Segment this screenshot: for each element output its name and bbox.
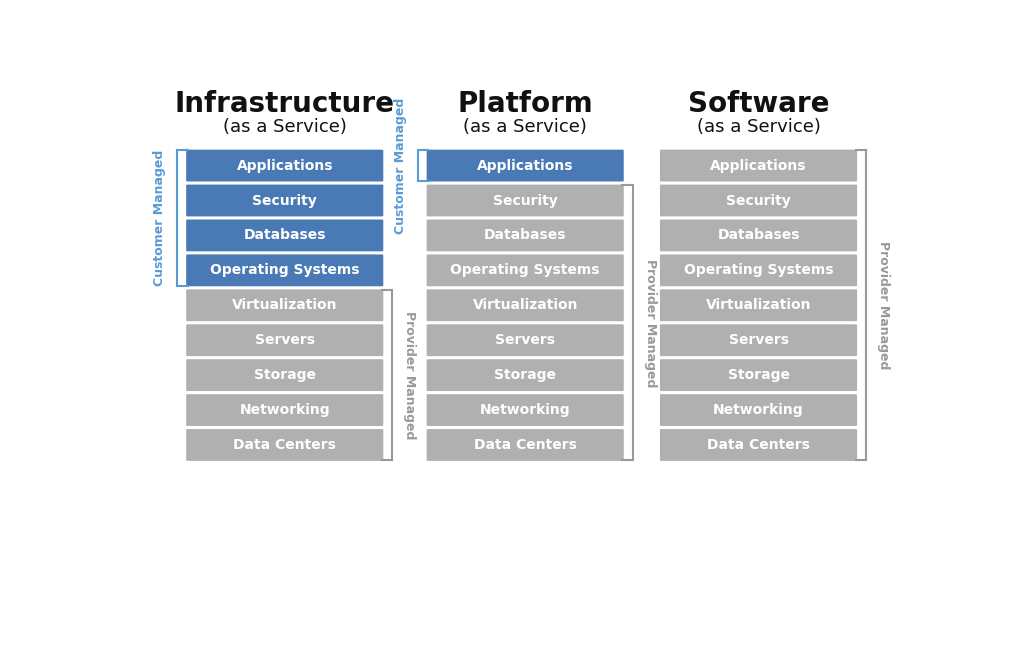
Text: Platform: Platform (458, 90, 593, 118)
Text: Software: Software (688, 90, 829, 118)
FancyBboxPatch shape (185, 218, 384, 253)
Text: Databases: Databases (717, 229, 800, 242)
Text: Security: Security (252, 194, 317, 207)
FancyBboxPatch shape (185, 428, 384, 462)
Text: Networking: Networking (240, 403, 330, 417)
Text: Operating Systems: Operating Systems (210, 263, 359, 277)
FancyBboxPatch shape (426, 183, 625, 218)
FancyBboxPatch shape (185, 253, 384, 287)
FancyBboxPatch shape (185, 148, 384, 183)
Text: (as a Service): (as a Service) (223, 118, 347, 135)
FancyBboxPatch shape (185, 358, 384, 392)
Text: Applications: Applications (711, 159, 807, 172)
Text: Provider Managed: Provider Managed (877, 241, 890, 369)
FancyBboxPatch shape (185, 183, 384, 218)
Text: Security: Security (493, 194, 558, 207)
Text: Networking: Networking (480, 403, 570, 417)
FancyBboxPatch shape (426, 288, 625, 322)
Text: Applications: Applications (237, 159, 333, 172)
FancyBboxPatch shape (658, 358, 858, 392)
FancyBboxPatch shape (426, 253, 625, 287)
Text: Data Centers: Data Centers (233, 438, 336, 452)
Text: Virtualization: Virtualization (472, 298, 578, 312)
Text: Provider Managed: Provider Managed (644, 259, 656, 387)
FancyBboxPatch shape (185, 393, 384, 427)
FancyBboxPatch shape (185, 323, 384, 357)
Text: Networking: Networking (713, 403, 804, 417)
FancyBboxPatch shape (658, 253, 858, 287)
Text: Storage: Storage (254, 368, 315, 382)
FancyBboxPatch shape (426, 393, 625, 427)
Text: Customer Managed: Customer Managed (393, 97, 407, 234)
FancyBboxPatch shape (658, 323, 858, 357)
Text: Storage: Storage (495, 368, 556, 382)
Text: Customer Managed: Customer Managed (154, 150, 166, 286)
FancyBboxPatch shape (426, 148, 625, 183)
Text: Security: Security (726, 194, 791, 207)
Text: Provider Managed: Provider Managed (403, 311, 416, 439)
Text: Servers: Servers (255, 333, 314, 347)
Text: Operating Systems: Operating Systems (451, 263, 600, 277)
FancyBboxPatch shape (426, 218, 625, 253)
Text: Servers: Servers (728, 333, 788, 347)
Text: Operating Systems: Operating Systems (684, 263, 834, 277)
FancyBboxPatch shape (426, 428, 625, 462)
Text: Data Centers: Data Centers (474, 438, 577, 452)
FancyBboxPatch shape (658, 288, 858, 322)
Text: (as a Service): (as a Service) (696, 118, 820, 135)
Text: Virtualization: Virtualization (232, 298, 338, 312)
Text: (as a Service): (as a Service) (463, 118, 587, 135)
Text: Applications: Applications (477, 159, 573, 172)
Text: Infrastructure: Infrastructure (175, 90, 394, 118)
Text: Servers: Servers (496, 333, 555, 347)
FancyBboxPatch shape (658, 393, 858, 427)
Text: Virtualization: Virtualization (706, 298, 811, 312)
FancyBboxPatch shape (658, 428, 858, 462)
FancyBboxPatch shape (185, 288, 384, 322)
Text: Databases: Databases (484, 229, 566, 242)
FancyBboxPatch shape (658, 218, 858, 253)
FancyBboxPatch shape (658, 183, 858, 218)
Text: Data Centers: Data Centers (708, 438, 810, 452)
FancyBboxPatch shape (426, 358, 625, 392)
FancyBboxPatch shape (658, 148, 858, 183)
Text: Databases: Databases (244, 229, 326, 242)
FancyBboxPatch shape (426, 323, 625, 357)
Text: Storage: Storage (727, 368, 790, 382)
